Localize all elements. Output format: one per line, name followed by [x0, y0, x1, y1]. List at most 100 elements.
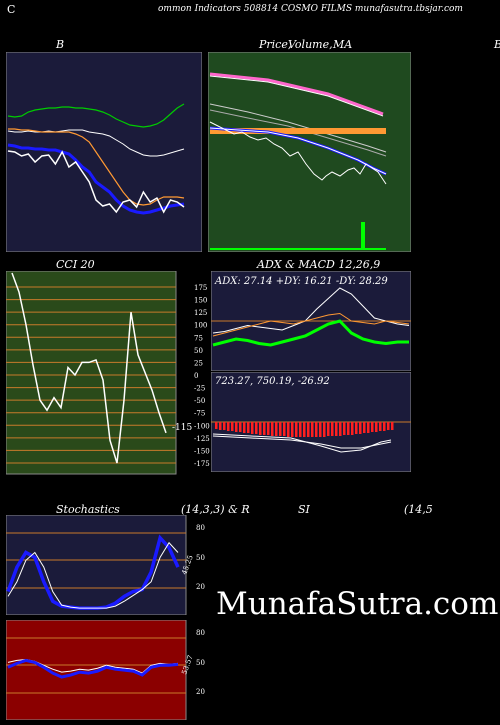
- rsi-title-b: (14,5: [404, 503, 433, 516]
- adx-chart: ADX: 27.14 +DY: 16.21 -DY: 28.29: [211, 271, 411, 371]
- stoch-k-line: [7, 541, 179, 609]
- macd-hist-bar: [319, 422, 322, 437]
- macd-hist-bar: [275, 422, 278, 436]
- price-title-c: MA: [333, 38, 353, 51]
- cci-tick-label: 0: [194, 372, 198, 380]
- price-ma-pink: [209, 72, 384, 116]
- price-volume-bar: [361, 222, 365, 250]
- rsi-chart: 80 50 20 53.57: [6, 620, 205, 720]
- macd-hist-bar: [367, 422, 370, 433]
- cci-tick-label: -50: [194, 397, 205, 405]
- adx-title: ADX & MACD 12,26,9: [257, 258, 381, 271]
- page-title: ommon Indicators 508814 COSMO FILMS muna…: [158, 4, 463, 14]
- macd-chart: 723.27, 750.19, -26.92: [211, 372, 411, 472]
- macd-hist-bar: [271, 422, 274, 436]
- macd-hist-bar: [291, 422, 294, 437]
- cci-tick-label: 100: [194, 322, 207, 330]
- cci-tick-label: -150: [194, 447, 210, 455]
- macd-hist-bar: [235, 422, 238, 432]
- cci-title: CCI 20: [56, 258, 95, 271]
- macd-hist-bar: [343, 422, 346, 435]
- macd-hist-bar: [339, 422, 342, 436]
- cci-tick-label: 150: [194, 297, 207, 305]
- cci-tick-label: -100: [194, 422, 210, 430]
- macd-hist-bar: [295, 422, 298, 437]
- macd-hist-bar: [375, 422, 378, 432]
- adx-plus-dy: [212, 319, 409, 347]
- macd-hist-bar: [379, 422, 382, 431]
- boll-close: [7, 150, 185, 214]
- rsi-tick-20: 20: [196, 688, 205, 696]
- cci-line: [11, 272, 167, 464]
- adx-readout: ADX: 27.14 +DY: 16.21 -DY: 28.29: [214, 276, 388, 287]
- rsi-tick-80: 80: [196, 629, 205, 637]
- macd-line: [212, 433, 392, 453]
- macd-hist-bar: [299, 422, 302, 437]
- macd-hist-bar: [347, 422, 350, 435]
- macd-hist-bar: [259, 422, 262, 435]
- cci-tick-label: 75: [194, 334, 203, 342]
- rsi-title-a: SI: [298, 503, 310, 516]
- price-title-b: Volume,: [288, 38, 333, 51]
- macd-hist-bar: [391, 422, 394, 430]
- boll-mid-white: [7, 129, 185, 157]
- macd-hist-bar: [223, 422, 226, 430]
- macd-hist-bar: [335, 422, 338, 436]
- macd-hist-bar: [283, 422, 286, 436]
- macd-hist-bar: [255, 422, 258, 434]
- macd-hist-bar: [327, 422, 330, 436]
- macd-hist-bar: [287, 422, 290, 437]
- macd-hist-bar: [243, 422, 246, 433]
- cci-tick-label: 25: [194, 359, 203, 367]
- macd-hist-bar: [247, 422, 250, 433]
- cci-chart: 175 150 125 100 75 50 25 0 -25 -50 -75 -100 -125 -150…: [6, 271, 210, 475]
- stoch-title-a: Stochastics: [56, 503, 120, 516]
- boll-upper: [7, 103, 185, 128]
- boll-lower: [8, 128, 185, 206]
- macd-hist-bar: [231, 422, 234, 431]
- macd-hist-bar: [355, 422, 358, 434]
- stoch-tick-80: 80: [196, 524, 205, 532]
- macd-hist-bar: [263, 422, 266, 435]
- price-right-letter: B: [494, 38, 500, 51]
- cci-tick-label: -175: [194, 460, 210, 468]
- adx-line: [212, 287, 410, 334]
- price-orange-band: [210, 128, 386, 134]
- stoch-title-b: (14,3,3) & R: [181, 503, 250, 516]
- bollinger-chart: [6, 52, 202, 252]
- cci-last-label: -115: [172, 423, 192, 433]
- macd-hist-bar: [227, 422, 230, 431]
- adx-minus-dy: [212, 312, 410, 337]
- price-ma-white-upper: [209, 75, 384, 117]
- boll-blue: [7, 143, 185, 215]
- macd-hist-bar: [351, 422, 354, 435]
- macd-hist-bar: [359, 422, 362, 434]
- macd-hist-bar: [303, 422, 306, 437]
- stoch-tick-50: 50: [196, 554, 205, 562]
- cci-tick-label: 125: [194, 309, 207, 317]
- cci-tick-label: 175: [194, 284, 207, 292]
- cci-tick-label: -75: [194, 410, 205, 418]
- macd-hist-bar: [371, 422, 374, 432]
- macd-hist-bar: [307, 422, 310, 437]
- macd-hist-bar: [251, 422, 254, 434]
- rsi-avg-line: [7, 658, 179, 679]
- macd-hist-bar: [383, 422, 386, 431]
- macd-hist-bar: [315, 422, 318, 437]
- price-title-a: Price,: [259, 38, 292, 51]
- macd-hist-bar: [215, 422, 218, 429]
- macd-signal: [212, 435, 392, 449]
- macd-hist-bar: [267, 422, 270, 435]
- watermark: MunafaSutra.com: [216, 586, 499, 622]
- stoch-tick-20: 20: [196, 583, 205, 591]
- macd-readout: 723.27, 750.19, -26.92: [215, 376, 330, 387]
- macd-hist-bar: [387, 422, 390, 430]
- bollinger-title: B: [56, 38, 65, 51]
- macd-hist-bar: [279, 422, 282, 436]
- rsi-tick-50: 50: [196, 659, 205, 667]
- cci-tick-label: -25: [194, 385, 205, 393]
- header-letter: C: [7, 3, 16, 16]
- macd-hist-bar: [219, 422, 222, 430]
- macd-hist-bar: [239, 422, 242, 432]
- stoch-chart: 80 50 20 45.25: [6, 515, 205, 615]
